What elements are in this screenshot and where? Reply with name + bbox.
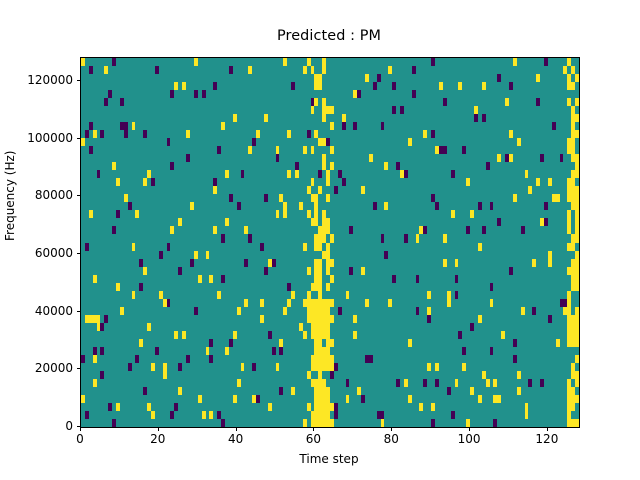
x-axis-label: Time step (299, 452, 359, 466)
x-tick-label: 120 (535, 432, 559, 446)
x-tick-label: 40 (227, 432, 244, 446)
x-tick-label: 80 (383, 432, 399, 446)
x-tick-label: 0 (76, 432, 84, 446)
x-tick-label: 60 (305, 432, 322, 446)
y-tick-label: 20000 (34, 361, 73, 376)
chart-title: Predicted : PM (276, 28, 382, 44)
y-tick-label: 40000 (34, 303, 73, 318)
heatmap-plot-area[interactable] (80, 57, 580, 428)
x-tick-label: 20 (150, 432, 166, 446)
heatmap-image (81, 58, 579, 427)
y-tick-label: 0 (65, 419, 73, 433)
y-tick-label: 60000 (34, 246, 73, 261)
y-tick-label: 120000 (27, 73, 73, 88)
x-tick-label: 100 (457, 432, 481, 446)
y-axis-label: Frequency (Hz) (3, 150, 17, 242)
y-tick-label: 100000 (27, 130, 73, 145)
